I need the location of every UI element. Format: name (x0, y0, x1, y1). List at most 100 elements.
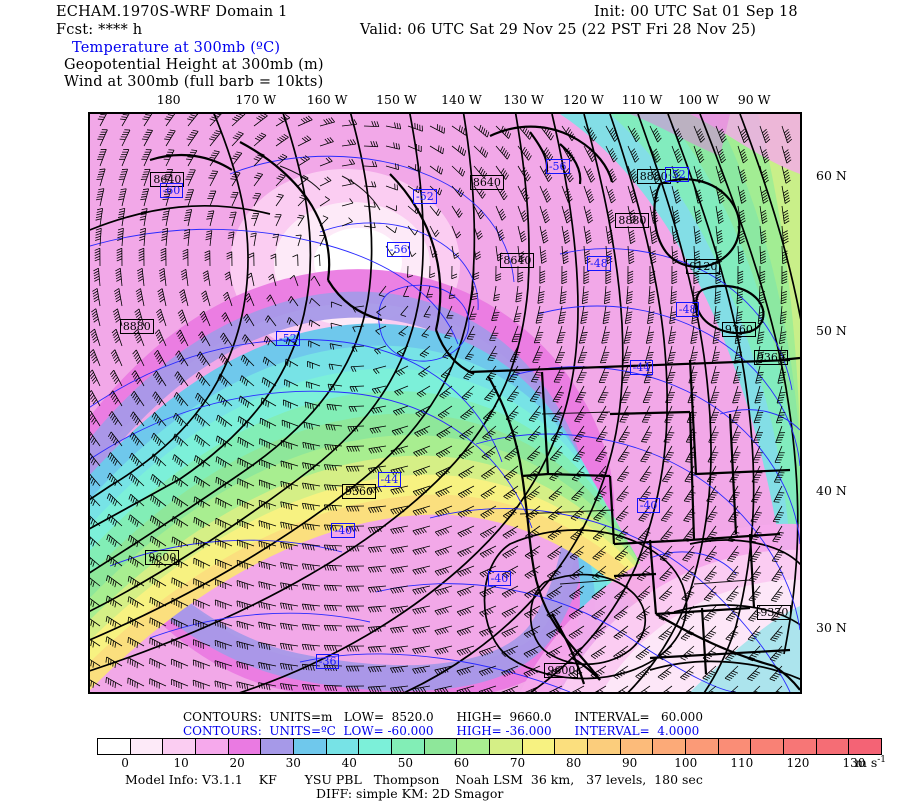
wind-barb (194, 413, 211, 427)
wind-barb (434, 625, 453, 636)
wind-barb (617, 465, 630, 482)
wind-barb (524, 585, 541, 599)
temperature-contour-label-7: -48 (675, 301, 700, 317)
wind-barb (605, 185, 616, 204)
wind-barb (209, 130, 222, 147)
wind-barb (237, 457, 255, 469)
wind-barb (725, 645, 739, 662)
wind-barb (230, 171, 241, 187)
wind-barb (90, 615, 101, 628)
wind-barb (596, 405, 609, 423)
wind-barb (759, 205, 768, 224)
wind-barb (252, 192, 262, 207)
wind-barb (781, 245, 789, 265)
wind-barb (456, 685, 475, 692)
wind-barb (137, 267, 145, 287)
wind-barb (680, 665, 695, 681)
wind-barb (568, 665, 585, 679)
wind-barb (90, 676, 101, 688)
wind-barb (253, 172, 264, 187)
wind-barb (451, 265, 458, 280)
wind-barb (627, 225, 636, 244)
wind-barb (150, 474, 167, 487)
map-canvas (90, 114, 800, 692)
wind-barb (183, 209, 193, 227)
wind-barb (412, 565, 431, 575)
wind-barb (753, 405, 764, 424)
wind-barb (604, 285, 611, 305)
wind-barb (261, 377, 277, 388)
wind-barb (418, 365, 431, 378)
wind-barb (605, 205, 615, 224)
wind-barb (193, 475, 211, 488)
wind-barb (149, 637, 167, 649)
wind-barb (314, 254, 321, 267)
contour-info-temperature: CONTOURS: UNITS=ºC LOW= -60.000 HIGH= -3… (183, 724, 700, 738)
height-contour-label-3: 8880 (636, 168, 671, 184)
colorbar-swatch-11 (457, 739, 491, 754)
wind-barb (280, 541, 299, 551)
wind-barb (215, 558, 233, 569)
wind-barb (149, 535, 167, 548)
lon-tick-6: 120 W (563, 92, 604, 107)
wind-barb (297, 194, 307, 207)
wind-barb (733, 345, 743, 364)
wind-barb (583, 225, 592, 244)
wind-barb (583, 145, 597, 163)
wind-barb (594, 465, 607, 482)
wind-barb (636, 605, 651, 621)
wind-barb (367, 525, 387, 534)
map-panel[interactable]: 8640 8640 8640 8880 8880 8880 9120 9360 9360 9360… (88, 112, 802, 694)
wind-barb (127, 677, 145, 689)
wind-barb (756, 325, 765, 344)
wind-barb (781, 225, 789, 245)
wind-barb (614, 585, 629, 601)
height-contour-label-1: 8640 (469, 174, 504, 190)
wind-barb (568, 625, 585, 640)
wind-barb (693, 265, 700, 285)
wind-barb (351, 345, 365, 353)
wind-barb (487, 345, 498, 362)
wind-barb (479, 605, 497, 617)
wind-barb (412, 645, 431, 655)
wind-barb (671, 165, 682, 184)
wind-barb (426, 285, 433, 298)
wind-barb (605, 125, 619, 142)
wind-barb (175, 350, 189, 367)
wind-barb (429, 165, 443, 175)
wind-barb (688, 365, 698, 384)
wind-barb (152, 391, 167, 407)
wind-barb (421, 325, 431, 338)
wind-barb (495, 265, 502, 282)
wind-barb (368, 465, 387, 474)
wind-barb (615, 505, 629, 522)
wind-barb (216, 414, 233, 428)
wind-barb (731, 405, 742, 424)
wind-barb (437, 405, 453, 419)
wind-barb (193, 455, 211, 468)
wind-barb (691, 305, 699, 325)
wind-barb (446, 305, 454, 319)
wind-barb (307, 360, 321, 369)
wind-barb (627, 265, 634, 285)
wind-barb (737, 225, 745, 245)
wind-barb (155, 308, 167, 327)
wind-barb (549, 445, 563, 462)
wind-barb (105, 676, 123, 689)
wind-barb (171, 556, 189, 569)
wind-barb (448, 285, 456, 299)
wind-barb (367, 565, 387, 573)
wind-barb (163, 149, 175, 167)
wind-barb (435, 445, 453, 459)
colorbar-unit-text: m s (855, 755, 878, 771)
wind-barb (412, 625, 431, 635)
wind-barb (345, 545, 365, 552)
height-contour-label-8: 9360 (753, 349, 788, 365)
wind-barb (471, 285, 478, 301)
wind-barb (711, 345, 720, 364)
wind-barb (517, 245, 525, 263)
wind-barb (140, 168, 151, 187)
wind-barb (368, 445, 387, 454)
wind-barb (478, 645, 497, 657)
wind-barb (583, 165, 596, 183)
